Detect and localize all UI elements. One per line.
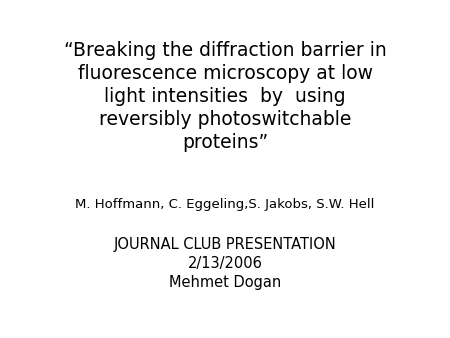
Text: JOURNAL CLUB PRESENTATION
2/13/2006
Mehmet Dogan: JOURNAL CLUB PRESENTATION 2/13/2006 Mehm…: [113, 237, 337, 290]
Text: M. Hoffmann, C. Eggeling,S. Jakobs, S.W. Hell: M. Hoffmann, C. Eggeling,S. Jakobs, S.W.…: [75, 198, 375, 211]
Text: “Breaking the diffraction barrier in
fluorescence microscopy at low
light intens: “Breaking the diffraction barrier in flu…: [63, 41, 387, 152]
